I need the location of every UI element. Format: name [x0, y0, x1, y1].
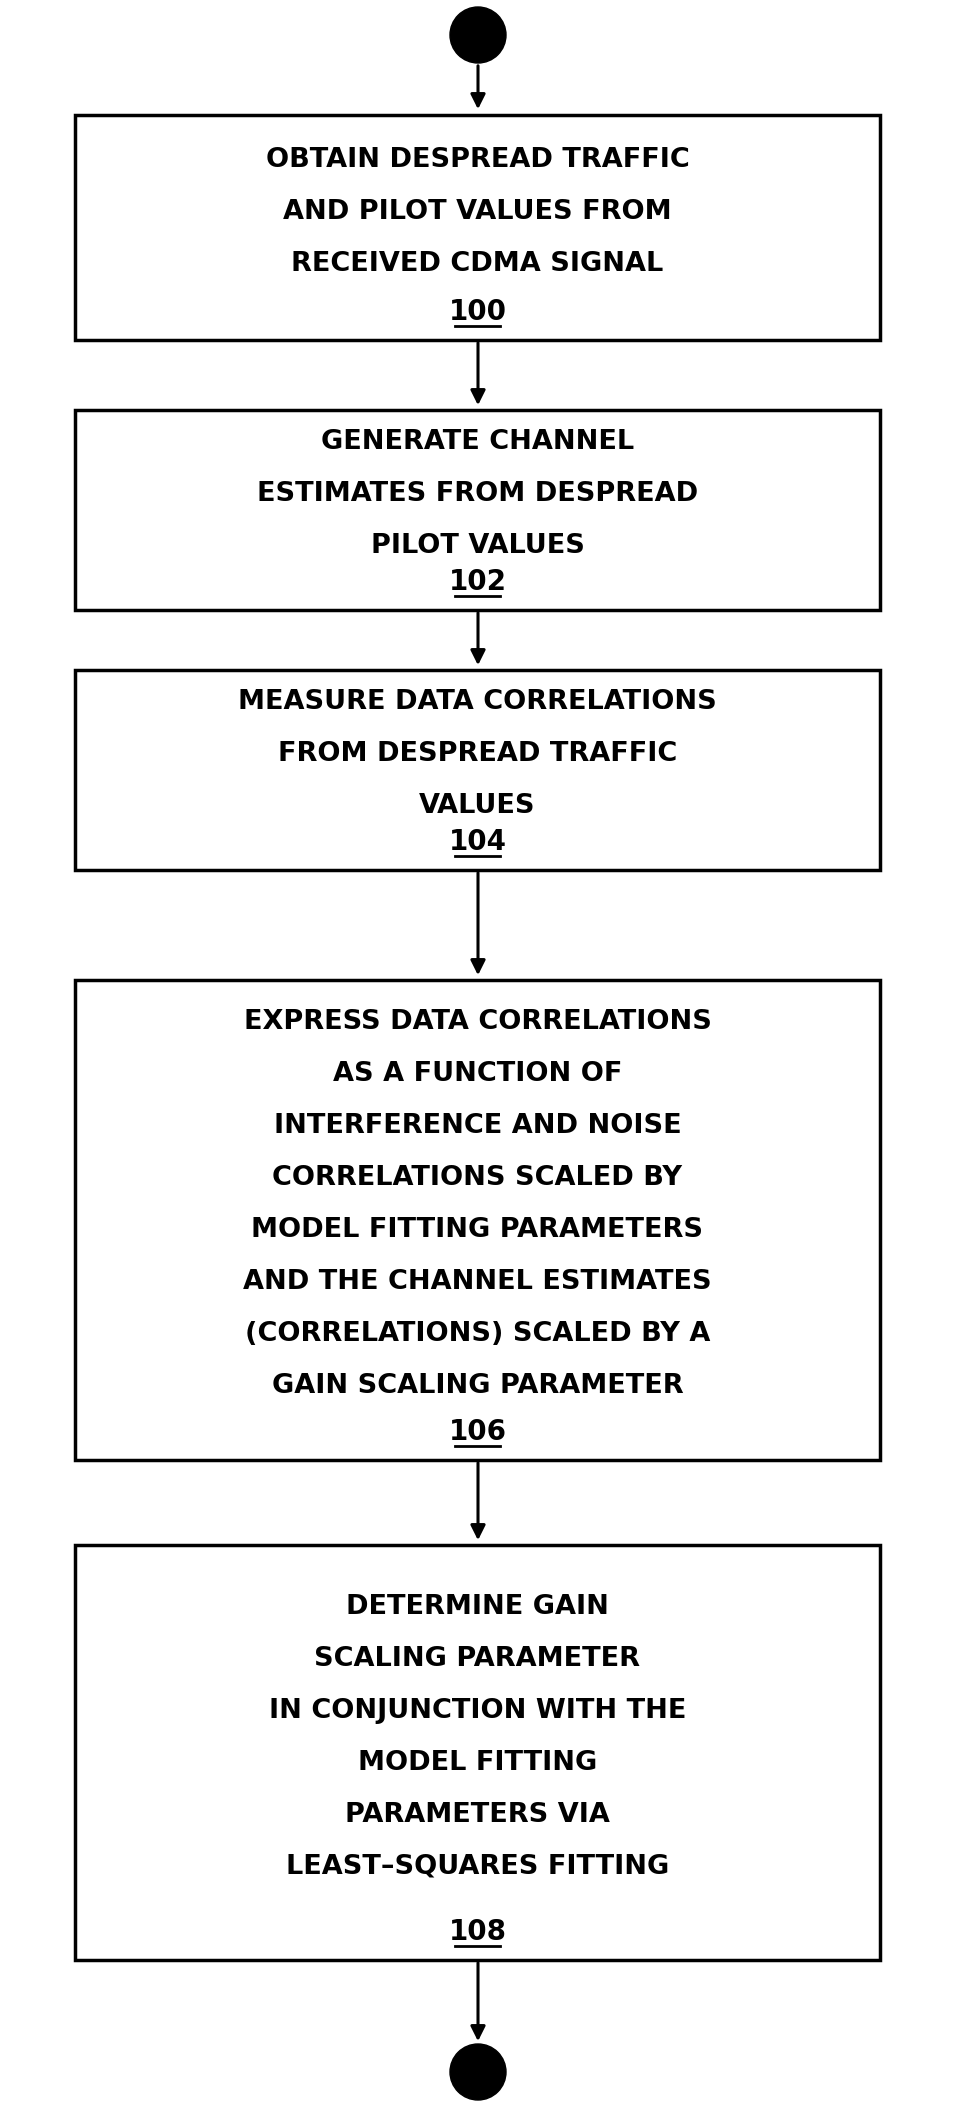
Text: MODEL FITTING PARAMETERS: MODEL FITTING PARAMETERS	[251, 1218, 704, 1244]
Text: AND PILOT VALUES FROM: AND PILOT VALUES FROM	[283, 198, 672, 226]
Text: IN CONJUNCTION WITH THE: IN CONJUNCTION WITH THE	[269, 1697, 686, 1724]
Text: AND THE CHANNEL ESTIMATES: AND THE CHANNEL ESTIMATES	[243, 1269, 712, 1296]
Bar	[75, 1545, 880, 1960]
Text: DETERMINE GAIN: DETERMINE GAIN	[346, 1594, 609, 1619]
Text: INTERFERENCE AND NOISE: INTERFERENCE AND NOISE	[273, 1113, 682, 1140]
Text: PILOT VALUES: PILOT VALUES	[371, 533, 584, 559]
Text: 106: 106	[448, 1419, 507, 1446]
Text: PARAMETERS VIA: PARAMETERS VIA	[345, 1802, 610, 1828]
Text: GAIN SCALING PARAMETER: GAIN SCALING PARAMETER	[272, 1374, 684, 1400]
Text: LEAST–SQUARES FITTING: LEAST–SQUARES FITTING	[286, 1853, 669, 1880]
Bar	[75, 116, 880, 339]
Bar	[75, 980, 880, 1461]
Text: RECEIVED CDMA SIGNAL: RECEIVED CDMA SIGNAL	[292, 251, 663, 276]
Text: OBTAIN DESPREAD TRAFFIC: OBTAIN DESPREAD TRAFFIC	[266, 148, 689, 173]
Text: MEASURE DATA CORRELATIONS: MEASURE DATA CORRELATIONS	[238, 689, 717, 715]
Bar	[75, 409, 880, 609]
Text: VALUES: VALUES	[420, 793, 535, 820]
Text: 104: 104	[448, 828, 507, 856]
Text: GENERATE CHANNEL: GENERATE CHANNEL	[321, 430, 634, 455]
Text: (CORRELATIONS) SCALED BY A: (CORRELATIONS) SCALED BY A	[245, 1322, 710, 1347]
Text: AS A FUNCTION OF: AS A FUNCTION OF	[333, 1062, 622, 1088]
Text: CORRELATIONS SCALED BY: CORRELATIONS SCALED BY	[272, 1166, 683, 1191]
Text: 102: 102	[448, 567, 507, 597]
Circle shape	[450, 2045, 506, 2100]
Text: ESTIMATES FROM DESPREAD: ESTIMATES FROM DESPREAD	[257, 481, 698, 508]
Text: EXPRESS DATA CORRELATIONS: EXPRESS DATA CORRELATIONS	[244, 1010, 711, 1035]
Circle shape	[450, 6, 506, 63]
Text: SCALING PARAMETER: SCALING PARAMETER	[315, 1646, 641, 1672]
Text: 100: 100	[448, 297, 507, 327]
Text: MODEL FITTING: MODEL FITTING	[358, 1750, 598, 1775]
Text: 108: 108	[448, 1918, 507, 1946]
Bar	[75, 670, 880, 871]
Text: FROM DESPREAD TRAFFIC: FROM DESPREAD TRAFFIC	[278, 742, 677, 767]
